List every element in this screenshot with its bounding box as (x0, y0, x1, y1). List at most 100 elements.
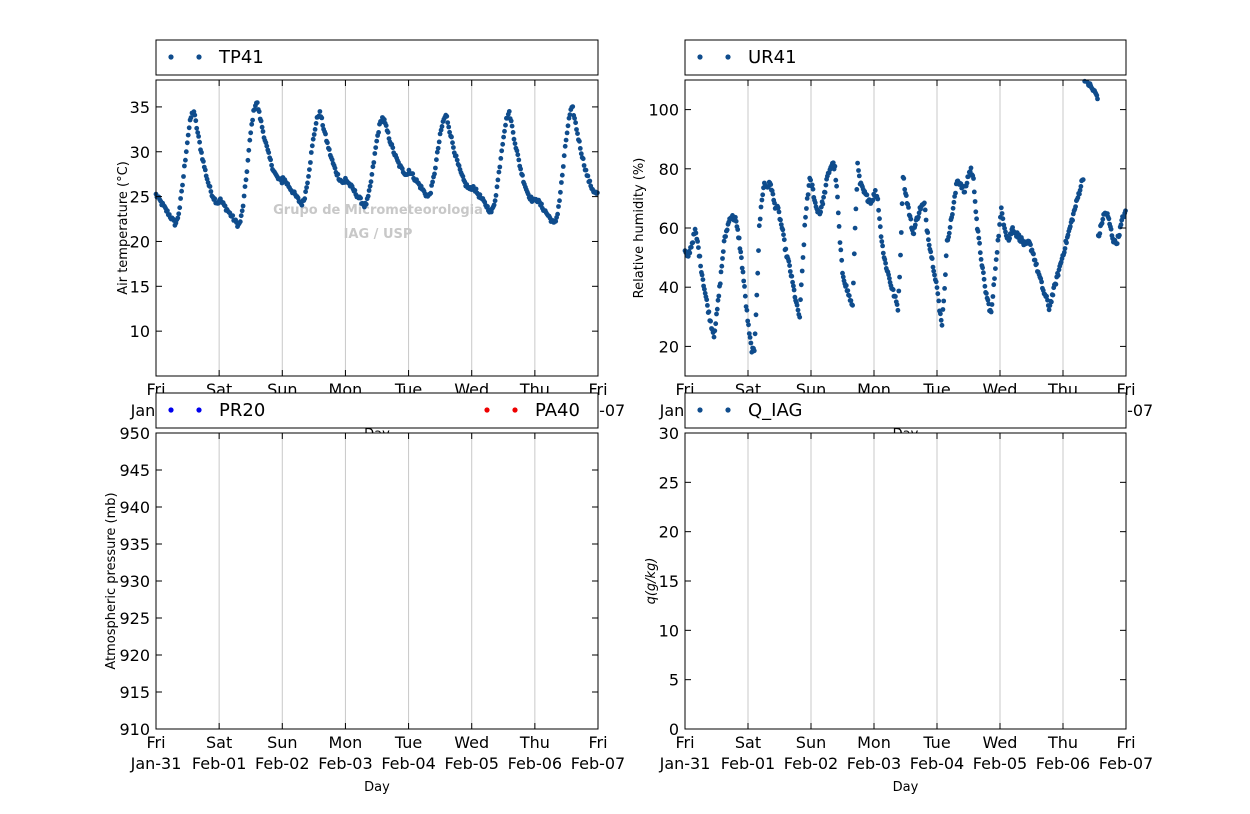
chart-panel-2: UR4120406080100FriJan-31SatFeb-01SunFeb-… (632, 39, 1153, 442)
y-tick-label: 920 (119, 646, 150, 665)
data-point (302, 196, 308, 202)
data-point (308, 160, 313, 165)
data-point (332, 165, 338, 171)
data-point (498, 156, 504, 161)
data-point (1078, 184, 1084, 189)
legend-marker (512, 407, 518, 413)
data-point (438, 127, 444, 133)
data-point (1007, 236, 1012, 241)
panels: TP41 Grupo de Micrometeorologia IAG / USP 1… (104, 39, 1153, 795)
data-point (971, 189, 977, 195)
data-point (977, 240, 982, 246)
data-point (310, 136, 316, 142)
data-point (870, 197, 876, 203)
data-point (897, 274, 902, 280)
data-point (176, 211, 182, 217)
data-point (833, 177, 839, 183)
data-point (753, 312, 759, 318)
data-point (855, 160, 860, 166)
x-tick-day: Fri (1116, 733, 1135, 752)
data-point (560, 164, 566, 169)
data-point (1108, 226, 1114, 232)
data-point (898, 252, 903, 258)
y-axis-label: Atmospheric pressure (mb) (104, 492, 119, 669)
data-point (193, 118, 199, 124)
data-point (249, 121, 255, 127)
data-point (930, 264, 936, 270)
data-point (745, 318, 751, 324)
data-point (1049, 299, 1054, 305)
data-point (795, 307, 801, 313)
data-point (787, 269, 793, 274)
data-point (520, 172, 525, 178)
x-tick-date: Feb-04 (910, 754, 964, 773)
data-point (371, 160, 377, 165)
x-tick-day: Wed (454, 733, 489, 752)
data-point (832, 163, 838, 169)
data-point (800, 255, 806, 260)
y-tick-label: 935 (119, 535, 150, 554)
data-point (514, 148, 520, 154)
data-point (491, 202, 497, 208)
data-point (739, 255, 744, 261)
data-point (768, 182, 774, 188)
data-point (539, 201, 544, 207)
data-point (992, 276, 997, 281)
data-point (926, 237, 931, 243)
data-point (692, 226, 698, 232)
y-tick-label: 10 (659, 621, 679, 640)
data-point (714, 306, 720, 312)
data-point (995, 237, 1001, 243)
data-point (212, 196, 218, 202)
data-point (899, 201, 905, 207)
data-point (887, 276, 892, 281)
data-point (968, 165, 974, 171)
data-point (185, 132, 191, 138)
data-point (305, 180, 310, 186)
data-point (852, 225, 858, 231)
data-point (712, 328, 718, 334)
data-point (559, 172, 565, 178)
data-point (996, 233, 1002, 239)
x-tick-day: Tue (922, 733, 950, 752)
data-point (243, 177, 249, 183)
data-point (299, 202, 305, 208)
data-point (434, 157, 439, 163)
data-point (254, 100, 260, 105)
data-point (946, 230, 952, 236)
data-point (840, 274, 846, 280)
legend-marker (697, 54, 703, 60)
y-tick-label: 0 (669, 720, 679, 739)
plot-area (156, 433, 598, 729)
x-axis-label: Day (364, 780, 390, 795)
data-point (432, 171, 437, 177)
data-point (511, 136, 517, 142)
data-point (510, 130, 516, 135)
data-point (783, 246, 789, 252)
data-point (1000, 216, 1006, 222)
data-point (325, 140, 330, 146)
data-point (562, 143, 568, 149)
data-point (798, 282, 804, 288)
data-point (367, 183, 373, 189)
y-tick-label: 20 (659, 337, 679, 356)
data-point (381, 117, 387, 122)
data-point (718, 269, 724, 275)
data-point (953, 190, 958, 196)
data-point (746, 331, 752, 336)
data-point (244, 169, 250, 175)
data-point (259, 124, 265, 130)
data-point (934, 285, 940, 290)
data-point (799, 268, 805, 274)
y-tick-label: 30 (659, 424, 679, 443)
data-point (939, 322, 945, 328)
data-point (950, 212, 955, 217)
data-point (714, 311, 719, 317)
data-point (903, 193, 909, 199)
chart-panel-4: Q_IAG 0 5 10 15 20 25 30 Fri Jan-31 Sat Feb-01 Sun Fe… (644, 392, 1153, 795)
data-point (567, 112, 573, 118)
data-point (508, 118, 514, 124)
data-point (501, 134, 506, 140)
data-point (740, 269, 746, 275)
data-point (791, 287, 797, 293)
